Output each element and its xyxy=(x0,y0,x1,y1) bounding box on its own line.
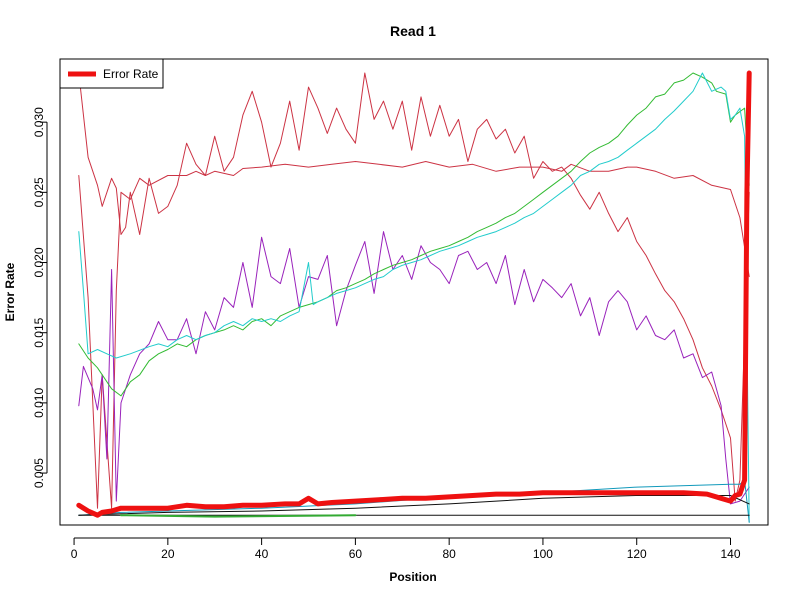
y-tick-label: 0.025 xyxy=(32,177,46,207)
y-tick-label: 0.030 xyxy=(32,107,46,137)
x-tick-label: 60 xyxy=(349,547,363,561)
x-tick-label: 80 xyxy=(442,547,456,561)
x-tick-label: 40 xyxy=(255,547,269,561)
chart-title: Read 1 xyxy=(390,23,436,39)
series-line-7 xyxy=(78,495,750,516)
series-layer xyxy=(76,70,752,523)
series-line-9 xyxy=(120,514,357,518)
series-line-4 xyxy=(78,72,750,397)
y-tick-label: 0.010 xyxy=(32,388,46,418)
y-tick-label: 0.005 xyxy=(32,458,46,488)
x-axis-label: Position xyxy=(389,570,436,584)
x-tick-label: 120 xyxy=(627,547,647,561)
series-line-1 xyxy=(78,161,750,509)
plot-frame xyxy=(59,58,769,526)
x-axis: 0 20 40 60 80 100 120 140 xyxy=(71,537,741,561)
legend-label: Error Rate xyxy=(103,67,159,81)
legend: Error Rate xyxy=(59,58,164,89)
y-tick-label: 0.020 xyxy=(32,247,46,277)
x-tick-label: 100 xyxy=(533,547,553,561)
x-tick-label: 20 xyxy=(161,547,175,561)
series-line-error-rate xyxy=(76,70,752,518)
series-line-3 xyxy=(78,231,750,505)
y-axis-label: Error Rate xyxy=(3,262,17,321)
series-line-2 xyxy=(78,72,750,502)
y-tick-label: 0.015 xyxy=(32,317,46,347)
y-axis: 0.005 0.010 0.015 0.020 0.025 0.030 xyxy=(32,107,48,488)
x-tick-label: 140 xyxy=(720,547,740,561)
x-tick-label: 0 xyxy=(71,547,78,561)
series-line-5 xyxy=(78,72,750,523)
